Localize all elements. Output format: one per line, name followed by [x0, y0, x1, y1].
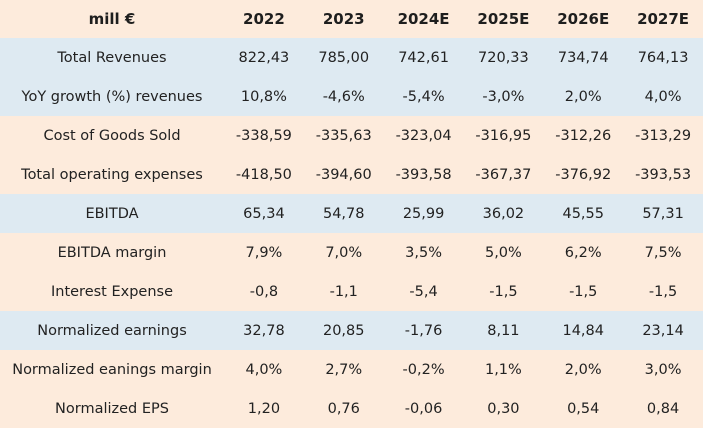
table-cell: 4,0% — [623, 77, 703, 116]
table-cell: 5,0% — [463, 233, 544, 272]
table-body: Total Revenues 822,43 785,00 742,61 720,33 73… — [0, 38, 703, 428]
header-year: 2024E — [383, 0, 464, 38]
table-cell: 20,85 — [303, 311, 384, 350]
table-cell: 1,20 — [224, 389, 304, 428]
table-row: EBITDA 65,34 54,78 25,99 36,02 45,55 57,31 — [0, 194, 703, 233]
table-row: EBITDA margin 7,9% 7,0% 3,5% 5,0% 6,2% 7,5% — [0, 233, 703, 272]
table-cell: -1,5 — [543, 272, 624, 311]
table-cell: 8,11 — [463, 311, 544, 350]
table-cell: -316,95 — [463, 116, 544, 155]
table-cell: 7,9% — [224, 233, 304, 272]
table-cell: 822,43 — [224, 38, 304, 77]
table-cell: -313,29 — [623, 116, 703, 155]
row-label: EBITDA — [0, 194, 224, 233]
header-year: 2027E — [623, 0, 703, 38]
table-cell: -1,5 — [623, 272, 703, 311]
table-row: YoY growth (%) revenues 10,8% -4,6% -5,4% -3… — [0, 77, 703, 116]
table-cell: 0,84 — [623, 389, 703, 428]
row-label: Normalized earnings — [0, 311, 224, 350]
table-cell: 0,54 — [543, 389, 624, 428]
table-cell: 57,31 — [623, 194, 703, 233]
table-cell: -376,92 — [543, 155, 624, 194]
header-year: 2025E — [463, 0, 544, 38]
table-cell: 4,0% — [224, 350, 304, 389]
table-row: Normalized earnings 32,78 20,85 -1,76 8,11 14… — [0, 311, 703, 350]
table-cell: -1,5 — [463, 272, 544, 311]
table-header: mill €2022 2023 2024E 2025E 2026E 2027E — [0, 0, 703, 38]
table-cell: 23,14 — [623, 311, 703, 350]
table-cell: 764,13 — [623, 38, 703, 77]
table-cell: -0,2% — [383, 350, 464, 389]
table-cell: -367,37 — [463, 155, 544, 194]
table-cell: -5,4% — [383, 77, 464, 116]
table-cell: 2,7% — [303, 350, 384, 389]
row-label: Cost of Goods Sold — [0, 116, 224, 155]
table-cell: 10,8% — [224, 77, 304, 116]
table-cell: -418,50 — [224, 155, 304, 194]
header-year: 2022 — [224, 0, 304, 38]
table-cell: 0,30 — [463, 389, 544, 428]
table-cell: -338,59 — [224, 116, 304, 155]
table-cell: -1,1 — [303, 272, 384, 311]
table-cell: 734,74 — [543, 38, 624, 77]
table-cell: 3,0% — [623, 350, 703, 389]
header-unit-label: mill € — [0, 0, 224, 38]
row-label: YoY growth (%) revenues — [0, 77, 224, 116]
row-label: Total operating expenses — [0, 155, 224, 194]
header-row: mill €2022 2023 2024E 2025E 2026E 2027E — [0, 0, 703, 38]
row-label: Total Revenues — [0, 38, 224, 77]
table-row: Total Revenues 822,43 785,00 742,61 720,33 73… — [0, 38, 703, 77]
table-cell: 14,84 — [543, 311, 624, 350]
table-cell: 0,76 — [303, 389, 384, 428]
table-row: Cost of Goods Sold -338,59 -335,63 -323,04-… — [0, 116, 703, 155]
table-cell: 1,1% — [463, 350, 544, 389]
table-cell: -4,6% — [303, 77, 384, 116]
table-cell: -312,26 — [543, 116, 624, 155]
row-label: Interest Expense — [0, 272, 224, 311]
table-cell: 45,55 — [543, 194, 624, 233]
row-label: Normalized eanings margin — [0, 350, 224, 389]
table-cell: -323,04 — [383, 116, 464, 155]
table-cell: -335,63 — [303, 116, 384, 155]
table-cell: 720,33 — [463, 38, 544, 77]
header-year: 2026E — [543, 0, 624, 38]
row-label: EBITDA margin — [0, 233, 224, 272]
table-cell: -0,8 — [224, 272, 304, 311]
table-cell: 7,5% — [623, 233, 703, 272]
table-row: Interest Expense -0,8 -1,1 -5,4 -1,5 -1,5 -1,5 — [0, 272, 703, 311]
table-row: Total operating expenses -418,50 -394,60 -3… — [0, 155, 703, 194]
table-cell: 25,99 — [383, 194, 464, 233]
table-cell: 32,78 — [224, 311, 304, 350]
table-cell: -1,76 — [383, 311, 464, 350]
header-year: 2023 — [303, 0, 384, 38]
table-row: Normalized eanings margin 4,0% 2,7% -0,2% 1,… — [0, 350, 703, 389]
table-cell: 36,02 — [463, 194, 544, 233]
table-cell: 785,00 — [303, 38, 384, 77]
table-cell: -393,53 — [623, 155, 703, 194]
table-cell: 2,0% — [543, 350, 624, 389]
row-label: Normalized EPS — [0, 389, 224, 428]
table-cell: -393,58 — [383, 155, 464, 194]
table-cell: 7,0% — [303, 233, 384, 272]
table-cell: 54,78 — [303, 194, 384, 233]
table-cell: 6,2% — [543, 233, 624, 272]
table-cell: 3,5% — [383, 233, 464, 272]
table-cell: 65,34 — [224, 194, 304, 233]
table-cell: -3,0% — [463, 77, 544, 116]
table-cell: -394,60 — [303, 155, 384, 194]
table-row: Normalized EPS 1,20 0,76 -0,06 0,30 0,54 0,84 — [0, 389, 703, 428]
table-cell: -5,4 — [383, 272, 464, 311]
table-cell: -0,06 — [383, 389, 464, 428]
table-cell: 742,61 — [383, 38, 464, 77]
table-cell: 2,0% — [543, 77, 624, 116]
